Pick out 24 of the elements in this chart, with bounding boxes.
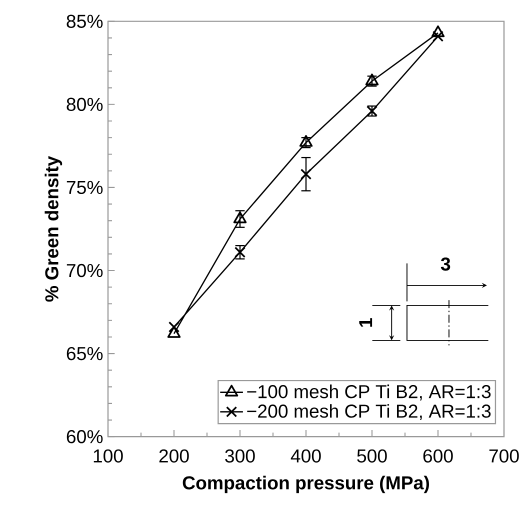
y-tick-label: 70% xyxy=(66,264,103,278)
legend-label: −100 mesh CP Ti B2, AR=1:3 xyxy=(247,384,491,400)
y-axis-title: % Green density xyxy=(44,156,62,302)
y-tick-label: 65% xyxy=(66,346,103,360)
y-tick-label: 75% xyxy=(66,180,103,194)
annotation: 1 xyxy=(359,318,372,327)
x-tick-label: 400 xyxy=(290,449,321,463)
x-tick-label: 200 xyxy=(159,449,189,463)
x-tick-label: 700 xyxy=(489,449,519,463)
point xyxy=(432,30,444,42)
y-tick-label: 85% xyxy=(66,14,103,28)
annotation: 3 xyxy=(440,257,450,271)
y-tick-label: 60% xyxy=(66,430,103,444)
y-tick-label: 80% xyxy=(66,98,103,112)
x-tick-label: 100 xyxy=(94,449,123,463)
point xyxy=(300,168,312,180)
x-axis-title: Compaction pressure (MPa) xyxy=(182,476,429,494)
legend-label: −200 mesh CP Ti B2, AR=1:3 xyxy=(247,404,491,420)
point xyxy=(233,211,247,224)
x-tick-label: 300 xyxy=(225,449,255,463)
point xyxy=(431,25,445,38)
x-tick-label: 600 xyxy=(423,449,453,463)
x-tick-label: 500 xyxy=(357,449,387,463)
point xyxy=(168,321,180,333)
